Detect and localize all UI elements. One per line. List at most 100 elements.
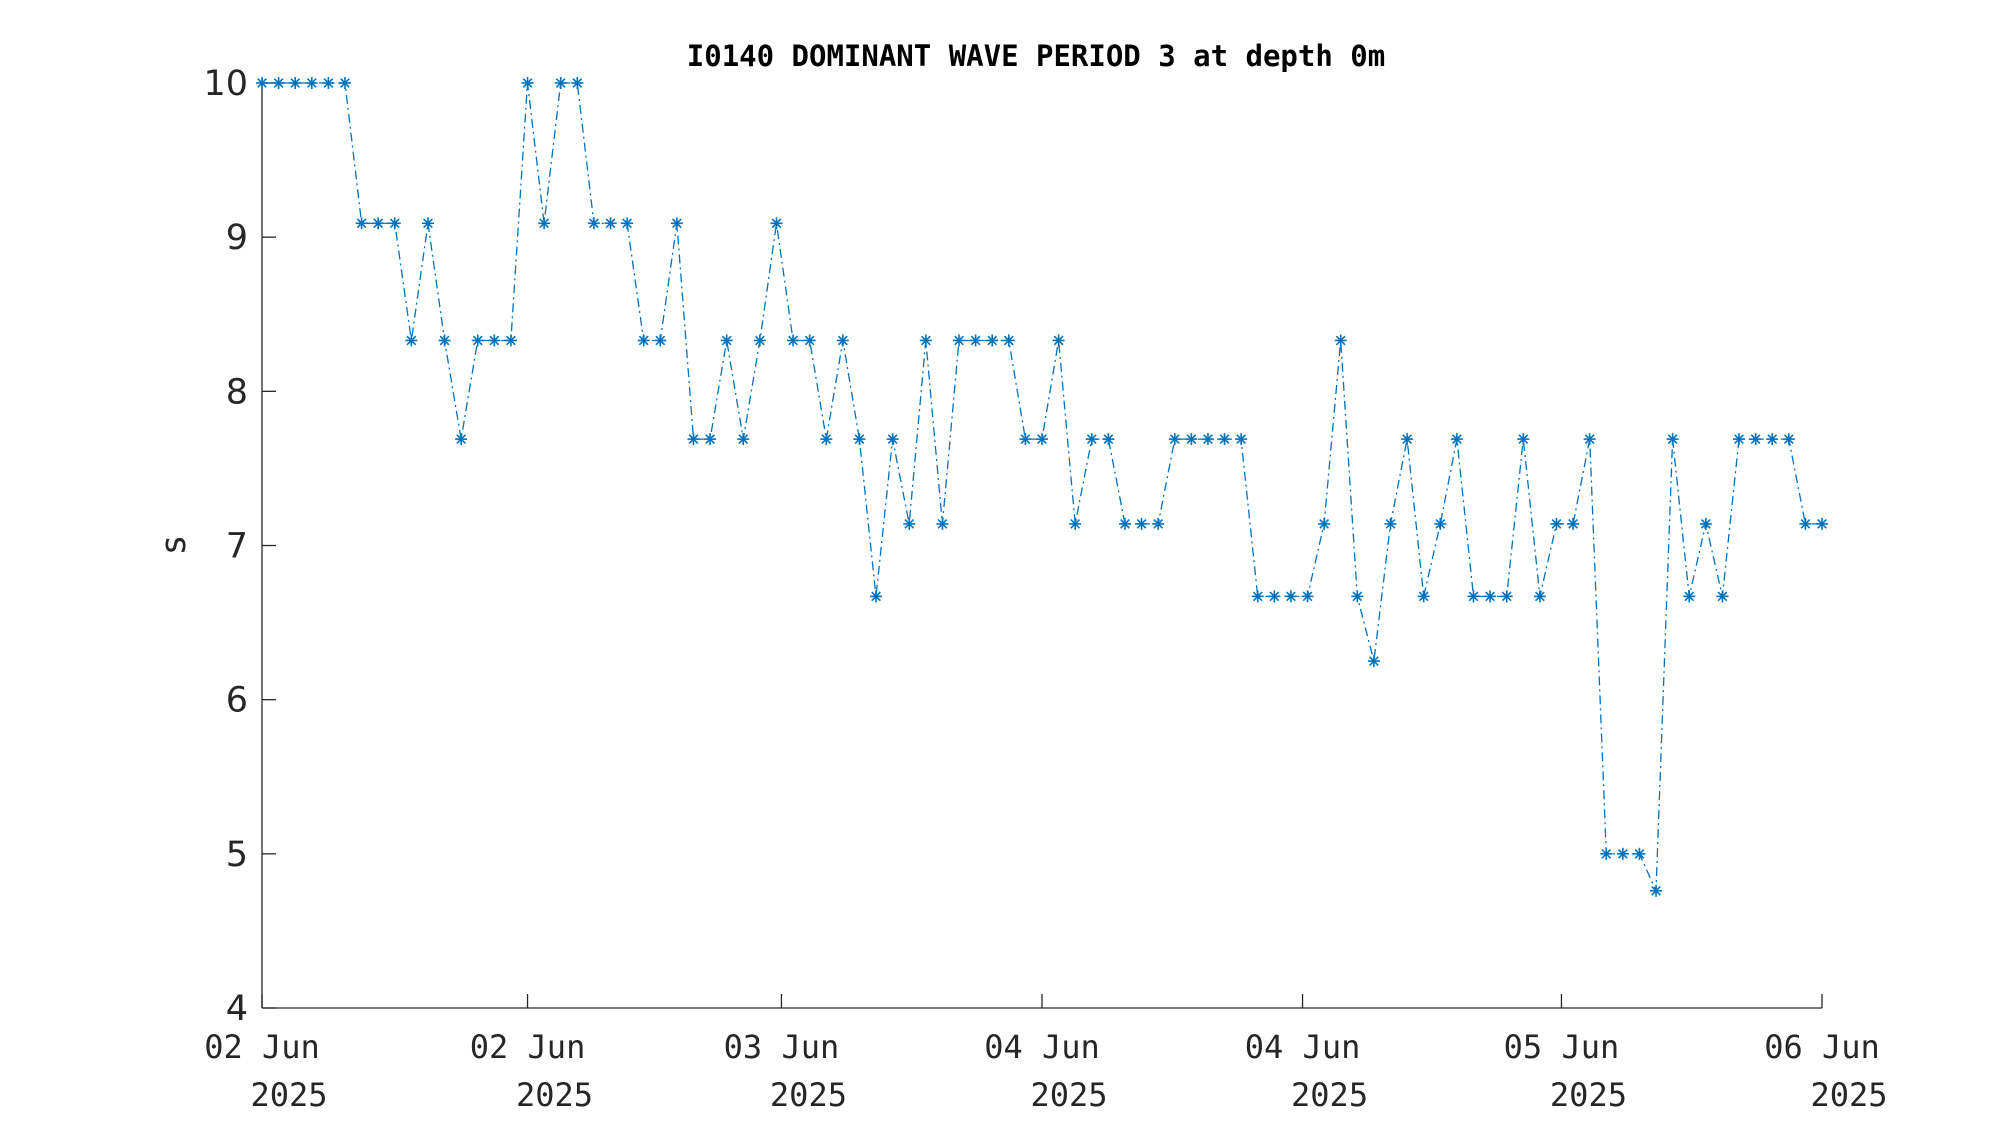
data-point-marker: [355, 217, 368, 230]
data-point-marker: [820, 433, 833, 446]
data-point-marker: [1384, 517, 1397, 530]
x-tick-year-label: 2025: [1550, 1076, 1627, 1114]
data-point-marker: [1268, 590, 1281, 603]
data-point-marker: [1036, 433, 1048, 446]
data-point-marker: [836, 334, 849, 347]
data-point-marker: [521, 77, 534, 89]
data-point-marker: [1450, 433, 1463, 446]
data-point-marker: [986, 334, 999, 347]
data-point-marker: [571, 77, 584, 89]
y-tick-label: 5: [226, 835, 248, 875]
x-tick-label: 04 Jun: [1245, 1028, 1361, 1066]
data-point-marker: [1251, 590, 1264, 603]
data-point-marker: [1550, 517, 1563, 530]
x-tick-year-label: 2025: [1291, 1076, 1368, 1114]
data-point-marker: [488, 334, 501, 347]
data-point-marker: [1533, 590, 1546, 603]
data-point-marker: [388, 217, 401, 230]
data-point-marker: [1168, 433, 1181, 446]
data-point-marker: [1085, 433, 1098, 446]
data-point-marker: [936, 517, 949, 530]
data-point-marker: [1733, 433, 1746, 446]
x-tick-year-label: 2025: [516, 1076, 593, 1114]
data-point-marker: [720, 334, 733, 347]
y-tick-label: 8: [226, 372, 248, 412]
data-point-marker: [1517, 433, 1530, 446]
data-point-marker: [770, 217, 783, 230]
data-point-marker: [322, 77, 335, 89]
data-point-marker: [1417, 590, 1430, 603]
data-point-marker: [372, 217, 385, 230]
y-axis-label: s: [154, 534, 194, 555]
data-point-marker: [538, 217, 551, 230]
data-point-marker: [587, 217, 600, 230]
data-point-marker: [1367, 655, 1380, 668]
x-tick-year-label: 2025: [250, 1076, 327, 1114]
data-point-marker: [737, 433, 750, 446]
data-point-marker: [969, 334, 982, 347]
data-point-marker: [654, 334, 667, 347]
y-tick-label: 6: [226, 681, 248, 721]
x-tick-label: 02 Jun: [470, 1028, 586, 1066]
data-point-marker: [1683, 590, 1696, 603]
data-point-marker: [1484, 590, 1497, 603]
data-point-marker: [919, 334, 932, 347]
data-point-marker: [1019, 433, 1032, 446]
data-point-marker: [1135, 517, 1148, 530]
data-point-marker: [504, 334, 517, 347]
data-point-marker: [438, 334, 451, 347]
data-point-marker: [1633, 847, 1646, 860]
data-point-marker: [1334, 334, 1347, 347]
data-point-marker: [256, 77, 268, 89]
data-point-marker: [621, 217, 634, 230]
data-point-marker: [1284, 590, 1297, 603]
data-point-marker: [670, 217, 683, 230]
data-point-marker: [1235, 433, 1248, 446]
x-axis-ticks: 02 Jun 2025 02 Jun 2025 03 Jun 2025 04 Jun 2025…: [204, 994, 1888, 1114]
data-point-marker: [853, 433, 866, 446]
data-point-marker: [1600, 847, 1613, 860]
data-series: [256, 77, 1828, 897]
data-point-marker: [1500, 590, 1513, 603]
data-point-marker: [1766, 433, 1779, 446]
data-point-marker: [1434, 517, 1447, 530]
data-point-marker: [1782, 433, 1795, 446]
data-point-marker: [1351, 590, 1364, 603]
data-point-marker: [289, 77, 302, 89]
data-point-marker: [886, 433, 899, 446]
data-point-marker: [753, 334, 766, 347]
data-point-marker: [803, 334, 816, 347]
x-tick-label: 06 Jun: [1764, 1028, 1880, 1066]
data-point-marker: [1467, 590, 1480, 603]
data-point-marker: [1616, 847, 1629, 860]
x-tick-year-label: 2025: [1810, 1076, 1887, 1114]
y-tick-label: 10: [203, 64, 248, 104]
data-point-marker: [637, 334, 650, 347]
x-tick-label: 02 Jun: [204, 1028, 320, 1066]
data-point-marker: [1816, 517, 1828, 530]
y-tick-label: 4: [226, 989, 248, 1029]
data-point-marker: [1666, 433, 1679, 446]
data-point-marker: [1069, 517, 1082, 530]
data-point-marker: [1567, 517, 1580, 530]
data-point-marker: [1749, 433, 1762, 446]
x-tick-year-label: 2025: [770, 1076, 847, 1114]
data-point-marker: [1185, 433, 1198, 446]
data-point-marker: [687, 433, 700, 446]
x-tick-label: 05 Jun: [1504, 1028, 1620, 1066]
data-point-marker: [1401, 433, 1414, 446]
data-point-marker: [554, 77, 567, 89]
data-point-marker: [1152, 517, 1165, 530]
data-point-marker: [1318, 517, 1331, 530]
x-tick-label: 04 Jun: [984, 1028, 1100, 1066]
data-point-marker: [1650, 884, 1663, 897]
x-tick-year-label: 2025: [1030, 1076, 1107, 1114]
data-point-marker: [338, 77, 351, 89]
data-point-marker: [787, 334, 800, 347]
data-point-marker: [953, 334, 966, 347]
chart-title: I0140 DOMINANT WAVE PERIOD 3 at depth 0m: [687, 39, 1385, 73]
series-line: [262, 82, 1822, 892]
data-point-marker: [1052, 334, 1065, 347]
